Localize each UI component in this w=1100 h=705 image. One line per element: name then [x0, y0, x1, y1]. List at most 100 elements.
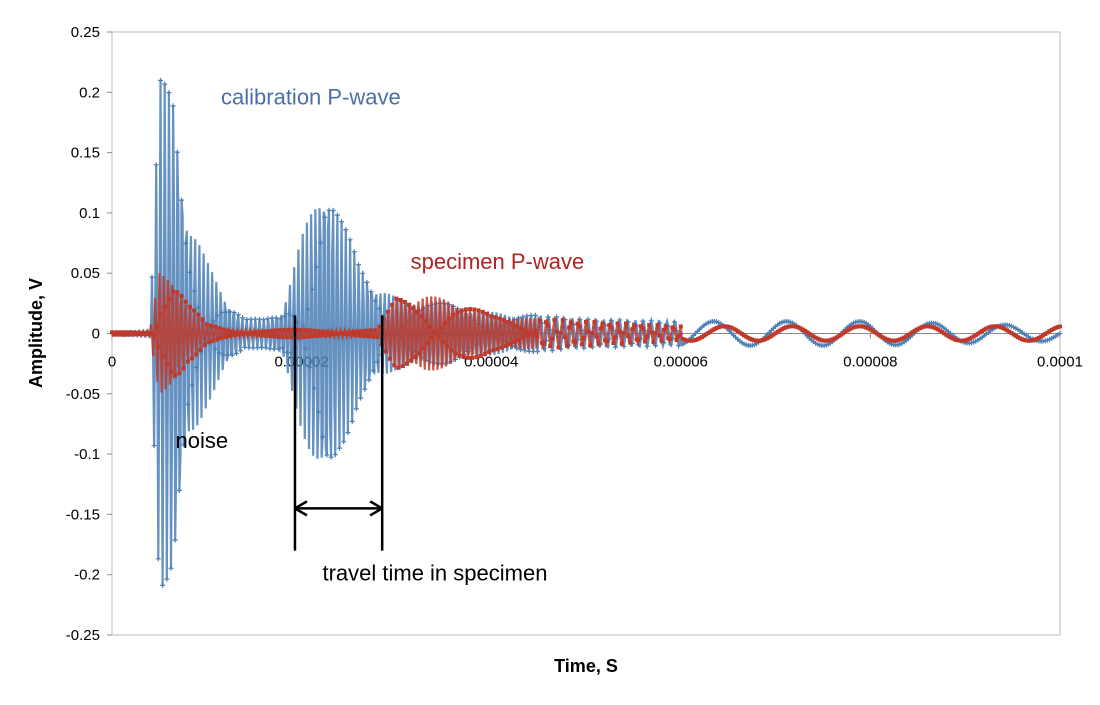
data-point: [242, 344, 248, 350]
data-point: [341, 439, 347, 445]
data-point: [339, 331, 344, 336]
data-point: [1049, 327, 1054, 332]
data-point: [250, 345, 256, 351]
data-point: [193, 364, 199, 370]
data-point: [687, 338, 692, 343]
data-point: [240, 315, 246, 321]
data-point: [655, 323, 660, 328]
data-point: [476, 308, 481, 313]
data-point: [813, 335, 818, 340]
data-point: [503, 343, 508, 348]
data-point: [588, 343, 593, 348]
data-point: [214, 313, 220, 319]
data-point: [377, 324, 382, 329]
data-point: [714, 326, 719, 330]
data-point: [508, 342, 513, 346]
data-point: [223, 335, 228, 339]
data-point: [327, 332, 331, 337]
data-point: [164, 576, 170, 582]
data-point: [916, 326, 921, 331]
data-point: [1041, 333, 1046, 338]
data-point: [952, 337, 957, 342]
data-point: [910, 330, 915, 335]
data-point: [676, 343, 682, 348]
data-point: [651, 340, 656, 345]
annotation-label: noise: [176, 428, 229, 453]
data-point: [554, 314, 559, 320]
data-point: [661, 327, 666, 332]
data-point: [487, 350, 492, 355]
data-point: [984, 326, 989, 331]
data-point: [851, 325, 856, 330]
data-point: [683, 337, 687, 342]
x-axis: 0 0.00002 0.00004 0.00006 0.00008 0.0001: [108, 333, 1083, 371]
data-point: [796, 325, 801, 330]
annotation-label: specimen P-wave: [411, 249, 585, 274]
data-point: [1051, 326, 1056, 331]
data-point: [308, 328, 312, 333]
data-point: [748, 336, 753, 341]
data-point: [318, 240, 324, 246]
data-point: [417, 350, 422, 355]
data-point: [174, 149, 180, 155]
data-point: [288, 350, 294, 356]
data-point: [411, 306, 416, 311]
data-point: [697, 336, 702, 341]
data-point: [282, 314, 288, 319]
data-point: [919, 325, 923, 330]
x-tick-label: 0.0001: [1037, 354, 1083, 371]
data-point: [937, 328, 942, 333]
data-point: [501, 318, 506, 323]
data-point: [195, 305, 201, 311]
data-point: [347, 237, 353, 243]
data-point: [147, 331, 152, 336]
data-point: [320, 434, 326, 440]
data-point: [155, 556, 161, 562]
data-point: [219, 336, 224, 341]
data-point: [857, 324, 862, 329]
data-point: [921, 324, 926, 329]
data-point: [263, 345, 269, 351]
data-point: [994, 324, 999, 329]
data-point: [613, 344, 618, 350]
data-point: [223, 309, 229, 315]
data-point: [297, 335, 302, 339]
data-point: [341, 331, 346, 336]
data-point: [817, 337, 822, 342]
data-point: [278, 316, 283, 322]
data-point: [122, 330, 127, 335]
data-point: [594, 334, 599, 339]
data-point: [291, 327, 296, 332]
data-point: [368, 289, 374, 295]
data-point: [407, 302, 411, 307]
data-point: [836, 334, 841, 339]
data-point: [718, 324, 723, 329]
data-point: [177, 371, 182, 376]
data-point: [404, 361, 409, 366]
data-point: [788, 324, 793, 329]
data-point: [353, 406, 359, 412]
data-point: [756, 338, 761, 343]
data-point: [324, 329, 329, 334]
data-point: [546, 323, 551, 328]
data-point: [364, 328, 369, 333]
data-point: [775, 329, 780, 334]
y-axis-title: Amplitude, V: [26, 278, 46, 388]
data-point: [893, 338, 898, 343]
data-point: [514, 324, 519, 329]
data-point: [468, 307, 473, 312]
data-point: [653, 331, 658, 336]
data-point: [345, 332, 350, 337]
data-point: [436, 335, 441, 339]
data-point: [423, 319, 428, 324]
data-point: [310, 334, 315, 339]
data-point: [685, 338, 690, 343]
data-point: [961, 338, 966, 343]
data-point: [885, 337, 890, 342]
data-point: [959, 338, 963, 343]
data-point: [1028, 338, 1033, 343]
data-point: [137, 332, 142, 337]
data-point: [390, 302, 395, 307]
data-point: [257, 329, 262, 334]
data-point: [516, 337, 521, 342]
